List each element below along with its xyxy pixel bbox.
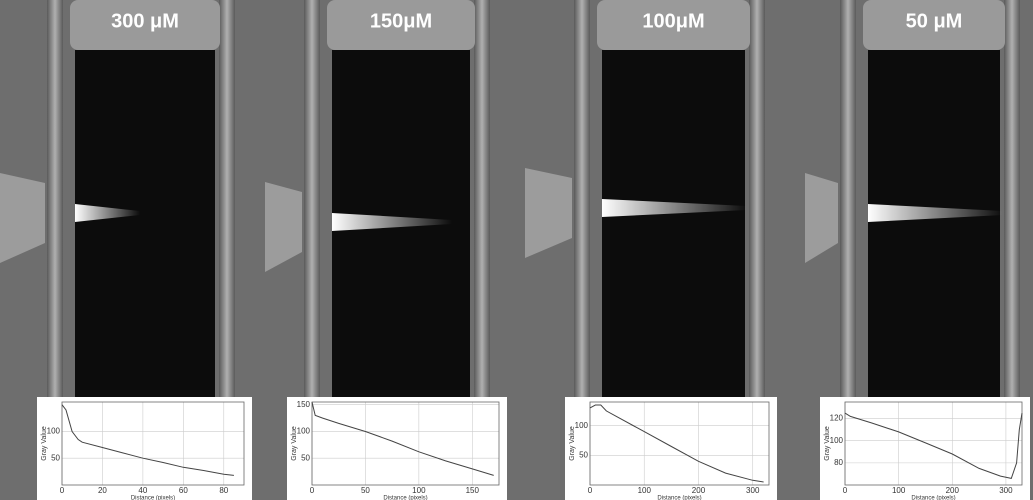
x-tick-label: 0 xyxy=(310,486,315,495)
x-axis-label: Distance (pixels) xyxy=(657,496,701,500)
x-tick-label: 0 xyxy=(843,486,848,495)
y-tick-label: 100 xyxy=(297,427,311,436)
x-tick-label: 100 xyxy=(412,486,426,495)
y-tick-label: 100 xyxy=(830,436,844,445)
y-tick-label: 80 xyxy=(834,458,843,467)
x-axis-label: Distance (pixels) xyxy=(383,496,427,500)
x-axis-label: Distance (pixels) xyxy=(131,496,175,500)
x-axis-label: Distance (pixels) xyxy=(911,496,955,500)
y-tick-label: 50 xyxy=(579,450,588,459)
y-axis-label: Gray Value xyxy=(824,426,831,461)
y-axis-label: Gray Value xyxy=(569,426,576,461)
y-axis-label: Gray Value xyxy=(291,426,298,461)
x-tick-label: 50 xyxy=(361,486,370,495)
x-tick-label: 150 xyxy=(466,486,480,495)
panel-label: 150μM xyxy=(370,10,432,32)
figure: 300 μM 150μM 100μM 50 μM 50 100 0 20 40 60 80 Dista… xyxy=(0,0,1033,500)
panel-label: 100μM xyxy=(642,10,704,32)
inset-background xyxy=(37,397,252,500)
inset-background xyxy=(287,397,507,500)
inset-background xyxy=(820,397,1030,500)
x-tick-label: 300 xyxy=(746,486,760,495)
y-tick-label: 50 xyxy=(301,453,310,462)
y-tick-label: 100 xyxy=(575,421,589,430)
panel-label: 300 μM xyxy=(111,10,179,32)
x-tick-label: 40 xyxy=(138,486,147,495)
x-tick-label: 100 xyxy=(638,486,652,495)
x-tick-label: 200 xyxy=(946,486,960,495)
x-tick-label: 200 xyxy=(692,486,706,495)
x-tick-label: 20 xyxy=(98,486,107,495)
x-tick-label: 60 xyxy=(179,486,188,495)
y-tick-label: 150 xyxy=(297,400,311,409)
x-tick-label: 100 xyxy=(892,486,906,495)
y-tick-label: 100 xyxy=(47,427,61,436)
x-tick-label: 0 xyxy=(588,486,593,495)
x-tick-label: 0 xyxy=(60,486,65,495)
panel-label: 50 μM xyxy=(906,10,963,32)
x-tick-label: 80 xyxy=(219,486,228,495)
inset-background xyxy=(565,397,777,500)
x-tick-label: 300 xyxy=(999,486,1013,495)
y-tick-label: 50 xyxy=(51,453,60,462)
y-axis-label: Gray Value xyxy=(41,426,48,461)
y-tick-label: 120 xyxy=(830,414,844,423)
